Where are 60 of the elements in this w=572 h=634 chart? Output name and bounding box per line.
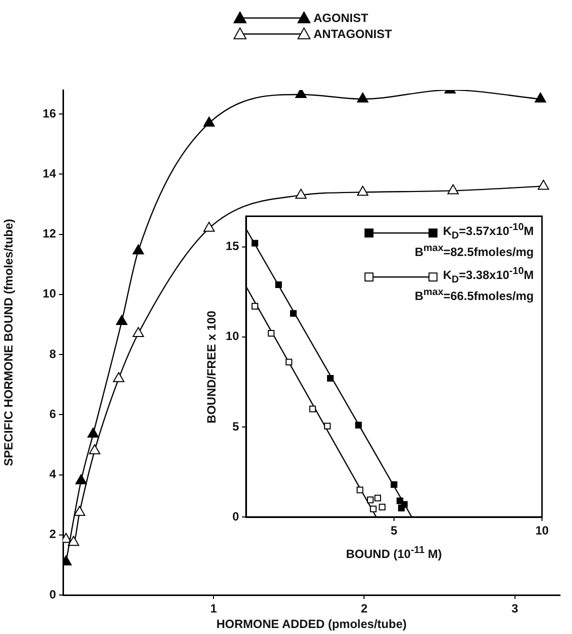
y-tick-label: 0 <box>232 509 240 524</box>
x-tick-label: 3 <box>511 602 518 616</box>
point <box>132 326 144 337</box>
point <box>88 444 100 454</box>
y-tick-label: 5 <box>232 419 240 434</box>
point <box>398 504 405 512</box>
point <box>74 506 86 516</box>
point <box>290 310 297 317</box>
legend-label: ANTAGONIST <box>314 26 392 42</box>
point <box>252 240 258 247</box>
point <box>324 422 331 430</box>
y-tick-label: 6 <box>49 406 56 421</box>
point <box>390 481 398 488</box>
point <box>378 504 386 510</box>
point <box>252 302 258 310</box>
y-tick-label: 16 <box>42 106 56 120</box>
point <box>447 184 459 194</box>
point <box>366 496 374 504</box>
point <box>357 92 368 103</box>
point <box>87 428 99 438</box>
point <box>116 314 128 325</box>
y-tick-label: 8 <box>49 346 56 361</box>
x-tick-label: 1 <box>210 602 218 616</box>
point <box>534 92 546 103</box>
y-tick-label: 12 <box>42 226 56 241</box>
point <box>309 406 316 412</box>
x-tick-label: 2 <box>360 602 368 616</box>
x-axis-title: HORMONE ADDED (pmoles/tube) <box>216 617 407 632</box>
y-tick-label: 15 <box>226 239 240 254</box>
point <box>113 372 124 382</box>
point <box>132 244 144 254</box>
point <box>374 494 382 502</box>
point <box>355 422 362 428</box>
legend-label: K$_{D}$=3.38x10$^{-10}$M <box>443 266 534 287</box>
y-axis-title: SPECIFIC HORMONE BOUND (fmoles/tube) <box>2 218 16 466</box>
x-axis-title: BOUND (10$^{-11}$ M) <box>346 545 442 561</box>
point <box>295 90 307 98</box>
point <box>286 358 292 366</box>
point <box>75 474 87 484</box>
y-tick-label: 0 <box>49 587 56 602</box>
annotation: B$^{max}$=66.5fmoles/mg <box>414 286 534 304</box>
y-tick-label: 14 <box>42 166 56 180</box>
point <box>357 186 368 196</box>
y-tick-label: 10 <box>42 286 56 301</box>
point <box>268 330 274 337</box>
point <box>370 506 377 512</box>
point <box>356 486 364 494</box>
point <box>295 188 307 199</box>
point <box>327 374 334 382</box>
point <box>275 281 282 288</box>
y-axis-title: BOUND/FREE x 100 <box>204 310 218 423</box>
y-tick-label: 10 <box>226 329 240 344</box>
point <box>538 180 550 190</box>
legend-label: AGONIST <box>314 10 368 26</box>
legend-label: K$_{D}$=3.57x10$^{-10}$M <box>443 222 534 244</box>
y-tick-label: 4 <box>49 467 56 482</box>
annotation: B$^{max}$=82.5fmoles/mg <box>414 243 534 260</box>
point <box>68 536 80 546</box>
point <box>203 222 215 232</box>
point <box>203 116 215 127</box>
